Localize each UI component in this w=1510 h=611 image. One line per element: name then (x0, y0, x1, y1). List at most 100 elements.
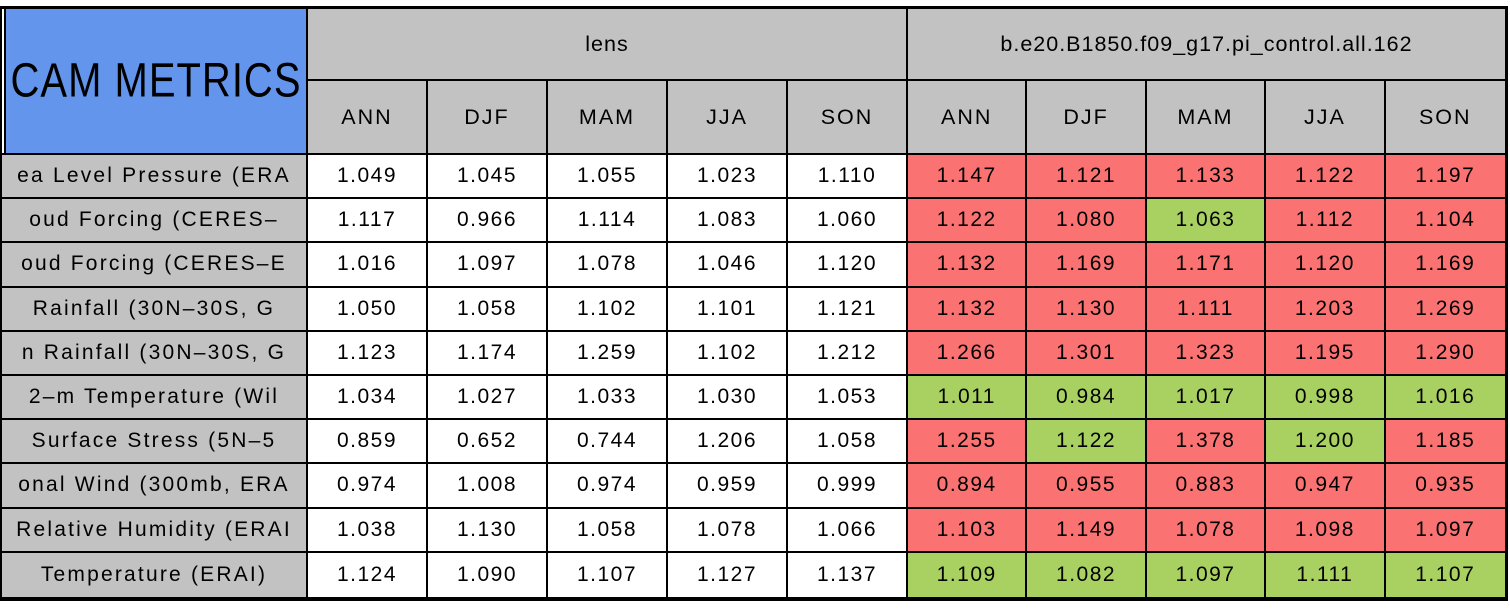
lens-value-cell: 1.078 (548, 243, 668, 288)
case-value-cell: 1.195 (1266, 331, 1386, 376)
case-value-cell: 1.122 (1266, 155, 1386, 200)
case-value-cell: 1.255 (908, 420, 1028, 465)
lens-value-cell: 0.744 (548, 420, 668, 465)
lens-value-cell: 1.212 (788, 331, 908, 376)
case-value-cell: 1.063 (1146, 199, 1267, 244)
case-value-cell: 1.112 (1266, 199, 1386, 244)
case-value-cell: 1.109 (908, 552, 1028, 597)
lens-value-cell: 1.058 (548, 508, 668, 553)
case-value-cell: 1.185 (1385, 420, 1505, 465)
row-label: Temperature (ERAI) (2, 552, 308, 597)
case-value-cell: 1.169 (1385, 243, 1505, 288)
season-header-left-jja: JJA (668, 81, 788, 155)
lens-value-cell: 1.049 (308, 155, 428, 200)
case-value-cell: 1.011 (908, 375, 1028, 421)
case-value-cell: 0.955 (1027, 464, 1147, 509)
lens-value-cell: 1.060 (788, 199, 908, 244)
lens-value-cell: 1.078 (668, 508, 788, 553)
row-label: n Rainfall (30N–30S, G (2, 331, 308, 376)
lens-value-cell: 1.117 (308, 199, 428, 244)
lens-value-cell: 1.053 (788, 375, 908, 421)
case-value-cell: 1.149 (1027, 508, 1147, 553)
case-value-cell: 0.883 (1146, 464, 1267, 509)
row-label: Surface Stress (5N–5 (2, 420, 308, 465)
lens-value-cell: 1.101 (668, 287, 788, 332)
case-value-cell: 1.323 (1146, 331, 1267, 376)
case-value-cell: 1.169 (1027, 243, 1147, 288)
lens-value-cell: 1.038 (308, 508, 428, 553)
season-header-left-son: SON (788, 81, 908, 155)
lens-value-cell: 1.120 (788, 243, 908, 288)
title-box: CAM METRICS (4, 9, 306, 153)
lens-value-cell: 1.090 (428, 552, 548, 597)
lens-value-cell: 0.959 (668, 464, 788, 509)
case-value-cell: 1.266 (908, 331, 1028, 376)
lens-value-cell: 0.652 (428, 420, 548, 465)
lens-value-cell: 1.027 (428, 375, 548, 421)
case-value-cell: 1.132 (908, 243, 1028, 288)
lens-value-cell: 1.008 (428, 464, 548, 509)
lens-value-cell: 1.030 (668, 375, 788, 421)
case-value-cell: 0.998 (1266, 375, 1386, 421)
case-value-cell: 1.132 (908, 287, 1028, 332)
row-label: Relative Humidity (ERAI (2, 508, 308, 553)
lens-value-cell: 0.974 (308, 464, 428, 509)
season-header-right-ann: ANN (908, 81, 1028, 155)
row-label: oud Forcing (CERES–E (2, 243, 308, 288)
row-label: onal Wind (300mb, ERA (2, 464, 308, 509)
lens-value-cell: 1.016 (308, 243, 428, 288)
case-value-cell: 1.097 (1146, 552, 1267, 597)
lens-value-cell: 1.066 (788, 508, 908, 553)
case-value-cell: 1.171 (1146, 243, 1267, 288)
case-value-cell: 1.098 (1266, 508, 1386, 553)
lens-value-cell: 1.124 (308, 552, 428, 597)
lens-value-cell: 1.259 (548, 331, 668, 376)
case-value-cell: 1.080 (1027, 199, 1147, 244)
case-value-cell: 1.378 (1146, 420, 1267, 465)
lens-value-cell: 1.034 (308, 375, 428, 421)
season-header-right-djf: DJF (1027, 81, 1147, 155)
case-value-cell: 1.290 (1385, 331, 1505, 376)
lens-value-cell: 1.046 (668, 243, 788, 288)
case-value-cell: 1.200 (1266, 420, 1386, 465)
row-label: Rainfall (30N–30S, G (2, 287, 308, 332)
lens-value-cell: 1.058 (428, 287, 548, 332)
lens-value-cell: 1.121 (788, 287, 908, 332)
case-value-cell: 1.097 (1385, 508, 1505, 553)
lens-value-cell: 1.058 (788, 420, 908, 465)
lens-value-cell: 1.097 (428, 243, 548, 288)
case-value-cell: 1.103 (908, 508, 1028, 553)
season-header-right-mam: MAM (1146, 81, 1267, 155)
lens-value-cell: 1.206 (668, 420, 788, 465)
row-label: oud Forcing (CERES– (2, 199, 308, 244)
season-header-right-jja: JJA (1266, 81, 1386, 155)
case-value-cell: 1.203 (1266, 287, 1386, 332)
lens-value-cell: 0.974 (548, 464, 668, 509)
lens-value-cell: 0.966 (428, 199, 548, 244)
case-value-cell: 1.121 (1027, 155, 1147, 200)
case-value-cell: 1.133 (1146, 155, 1267, 200)
metrics-table: CAM METRICS lens b.e20.B1850.f09_g17.pi_… (0, 6, 1508, 601)
lens-value-cell: 1.023 (668, 155, 788, 200)
case-value-cell: 1.111 (1146, 287, 1267, 332)
case-value-cell: 1.122 (908, 199, 1028, 244)
season-header-left-ann: ANN (308, 81, 428, 155)
case-value-cell: 1.078 (1146, 508, 1267, 553)
lens-value-cell: 1.130 (428, 508, 548, 553)
lens-value-cell: 1.083 (668, 199, 788, 244)
lens-value-cell: 1.045 (428, 155, 548, 200)
lens-value-cell: 1.114 (548, 199, 668, 244)
case-value-cell: 1.107 (1385, 552, 1505, 597)
case-value-cell: 1.120 (1266, 243, 1386, 288)
case-value-cell: 1.111 (1266, 552, 1386, 597)
lens-value-cell: 1.110 (788, 155, 908, 200)
case-value-cell: 0.947 (1266, 464, 1386, 509)
column-group-lens: lens (308, 9, 908, 81)
page-title: CAM METRICS (10, 54, 302, 107)
lens-value-cell: 1.055 (548, 155, 668, 200)
lens-value-cell: 1.107 (548, 552, 668, 597)
case-value-cell: 1.017 (1146, 375, 1267, 421)
lens-value-cell: 1.174 (428, 331, 548, 376)
case-value-cell: 1.130 (1027, 287, 1147, 332)
